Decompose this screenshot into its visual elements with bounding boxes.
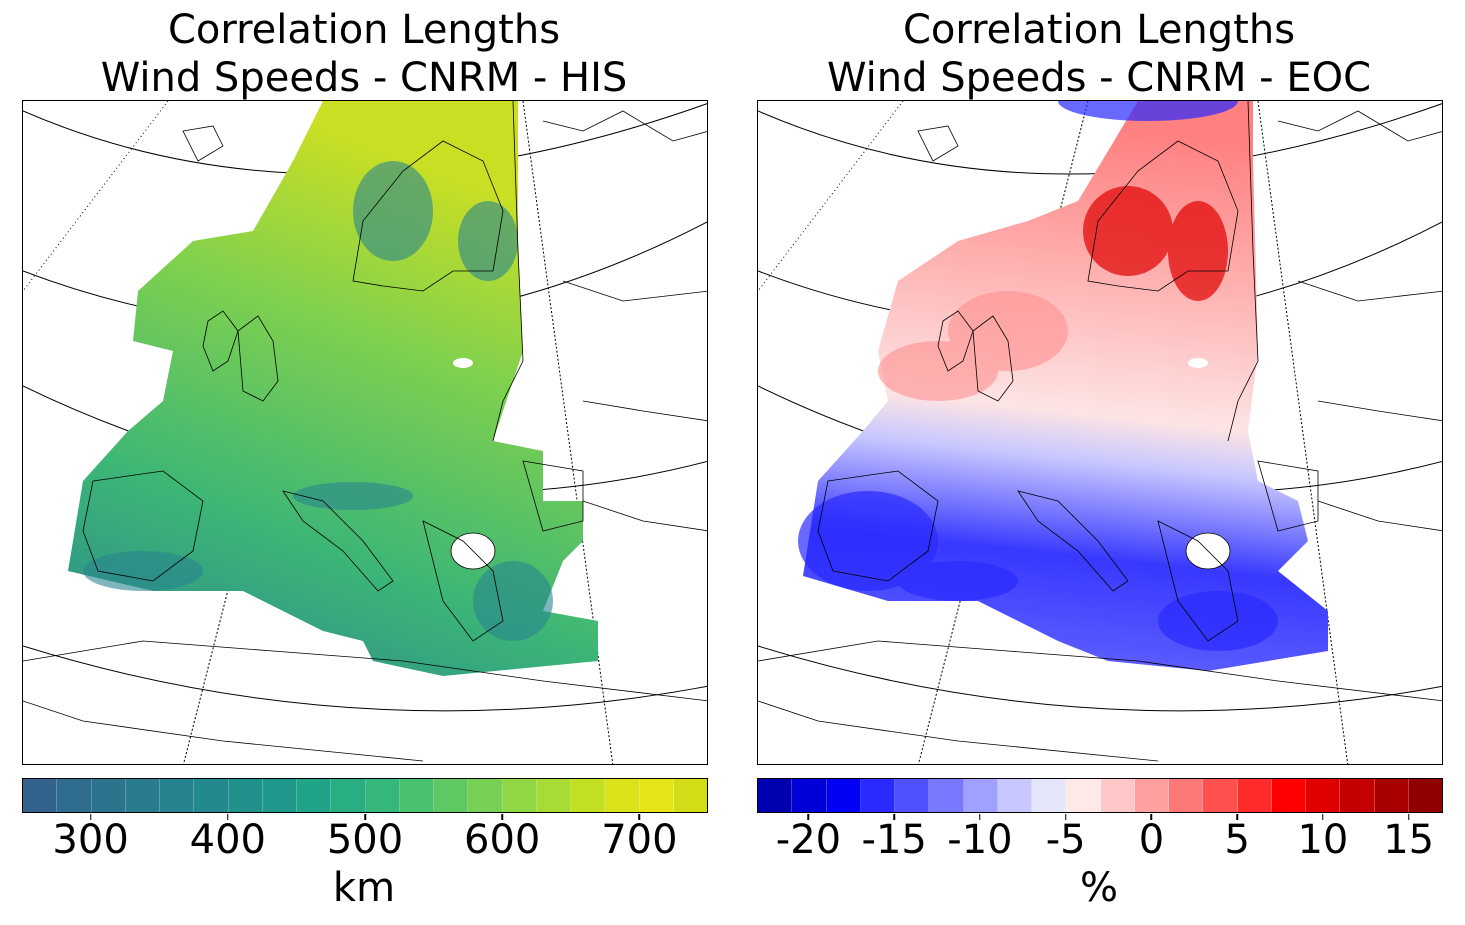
colorbar-tick-label: 600: [464, 817, 541, 863]
left-colorbar-ticks: 300 400 500 600 700: [22, 814, 708, 870]
colorbar-swatch: [1203, 779, 1238, 812]
colorbar-swatch: [1271, 779, 1306, 812]
colorbar-swatch: [1066, 779, 1101, 812]
colorbar-tickmark: [1322, 814, 1324, 820]
right-title: Correlation Lengths Wind Speeds - CNRM -…: [749, 6, 1449, 102]
colorbar-tick-label: -15: [861, 817, 927, 863]
colorbar-swatch: [365, 779, 400, 812]
colorbar-swatch: [1340, 779, 1375, 812]
colorbar-swatch: [1408, 779, 1442, 812]
colorbar-tickmark: [89, 814, 92, 820]
colorbar-swatch: [262, 779, 297, 812]
colorbar-swatch: [502, 779, 537, 812]
colorbar-tick-label: 15: [1383, 817, 1435, 863]
colorbar-tickmark: [1407, 814, 1410, 820]
left-map: [22, 100, 708, 765]
colorbar-tickmark: [1064, 814, 1067, 820]
colorbar-swatch: [673, 779, 707, 812]
colorbar-swatch: [1032, 779, 1067, 812]
colorbar-tick-label: -5: [1045, 817, 1086, 863]
colorbar-swatch: [860, 779, 895, 812]
colorbar-tick-label: 700: [601, 817, 678, 863]
left-colorbar-unit: km: [332, 865, 396, 911]
colorbar-swatch: [434, 779, 469, 812]
colorbar-swatch: [1237, 779, 1272, 812]
colorbar-swatch: [929, 779, 964, 812]
colorbar-tick-label: -20: [775, 817, 842, 863]
colorbar-swatch: [125, 779, 160, 812]
right-map-svg: [758, 101, 1442, 764]
left-panel: Correlation Lengths Wind Speeds - CNRM -…: [14, 0, 714, 925]
colorbar-tickmark: [638, 814, 641, 820]
colorbar-swatch: [963, 779, 998, 812]
colorbar-swatch: [1169, 779, 1204, 812]
colorbar-swatch: [997, 779, 1032, 812]
right-panel: Correlation Lengths Wind Speeds - CNRM -…: [749, 0, 1449, 925]
left-colorbar: [22, 778, 708, 813]
colorbar-tickmark: [979, 814, 981, 820]
colorbar-swatch: [1306, 779, 1341, 812]
colorbar-swatch: [826, 779, 861, 812]
colorbar-swatch: [1374, 779, 1409, 812]
colorbar-swatch: [194, 779, 229, 812]
colorbar-tick-label: 0: [1138, 817, 1165, 863]
colorbar-swatch: [331, 779, 366, 812]
colorbar-swatch: [536, 779, 571, 812]
colorbar-tickmark: [501, 814, 503, 820]
left-title: Correlation Lengths Wind Speeds - CNRM -…: [14, 6, 714, 102]
right-map: [757, 100, 1443, 765]
colorbar-swatch: [297, 779, 332, 812]
colorbar-swatch: [91, 779, 126, 812]
colorbar-swatch: [228, 779, 263, 812]
right-title-line1: Correlation Lengths: [902, 7, 1296, 53]
colorbar-swatch: [160, 779, 195, 812]
colorbar-swatch: [792, 779, 827, 812]
colorbar-swatch: [57, 779, 92, 812]
left-map-svg: [23, 101, 707, 764]
colorbar-tickmark: [227, 814, 229, 820]
colorbar-tick-label: -10: [947, 817, 1013, 863]
colorbar-tick-label: 400: [189, 817, 266, 863]
colorbar-tick-label: 300: [52, 817, 129, 863]
colorbar-tickmark: [1150, 814, 1153, 820]
colorbar-swatch: [758, 779, 793, 812]
colorbar-tickmark: [807, 814, 810, 820]
colorbar-swatch: [1134, 779, 1169, 812]
left-title-line1: Correlation Lengths: [167, 7, 561, 53]
colorbar-tick-label: 500: [326, 817, 404, 863]
colorbar-tickmark: [1236, 814, 1238, 820]
colorbar-swatch: [895, 779, 930, 812]
colorbar-swatch: [468, 779, 503, 812]
colorbar-tick-label: 5: [1224, 817, 1250, 863]
right-colorbar-unit: %: [1079, 865, 1118, 911]
colorbar-swatch: [23, 779, 58, 812]
colorbar-swatch: [1100, 779, 1135, 812]
right-colorbar-ticks: -20 -15 -10 -5 0 5 10 15: [757, 814, 1443, 870]
left-title-line2: Wind Speeds - CNRM - HIS: [100, 55, 628, 101]
colorbar-swatch: [639, 779, 674, 812]
right-colorbar: [757, 778, 1443, 813]
colorbar-swatch: [605, 779, 640, 812]
colorbar-swatch: [571, 779, 606, 812]
right-title-line2: Wind Speeds - CNRM - EOC: [826, 55, 1372, 101]
colorbar-tickmark: [893, 814, 895, 820]
colorbar-tick-label: 10: [1297, 817, 1349, 863]
colorbar-swatch: [399, 779, 434, 812]
colorbar-tickmark: [364, 814, 366, 820]
